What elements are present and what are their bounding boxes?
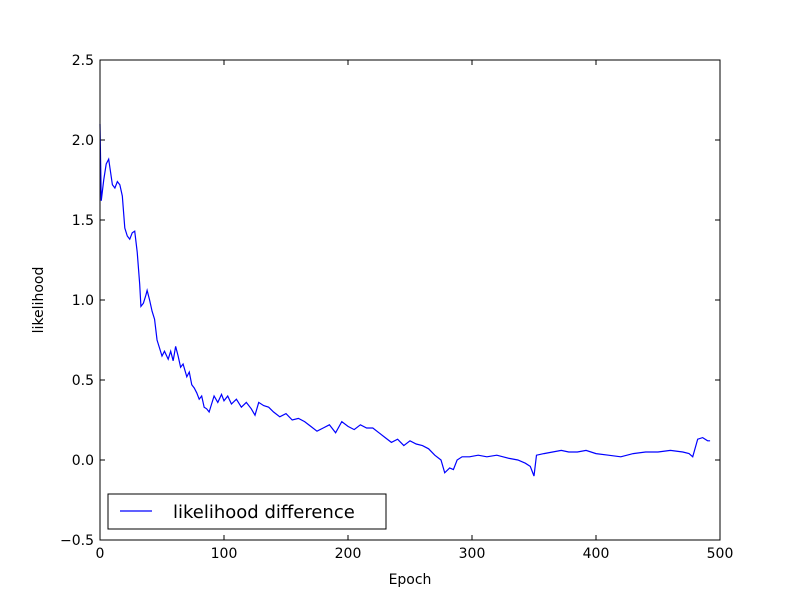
y-tick-label: 0.0 bbox=[72, 453, 94, 469]
y-tick-label: −0.5 bbox=[60, 533, 94, 549]
y-tick-label: 1.5 bbox=[72, 213, 94, 229]
y-tick-label: 0.5 bbox=[72, 373, 94, 389]
y-tick-label: 2.5 bbox=[72, 53, 94, 69]
plot-frame bbox=[99, 59, 721, 541]
legend-label: likelihood difference bbox=[173, 502, 355, 523]
data-line bbox=[99, 123, 711, 477]
x-axis-label: Epoch bbox=[389, 572, 432, 588]
x-tick-label: 500 bbox=[707, 546, 734, 562]
legend-box bbox=[107, 493, 387, 530]
x-tick-label: 200 bbox=[335, 546, 362, 562]
x-tick-label: 400 bbox=[583, 546, 610, 562]
x-tick-label: 300 bbox=[459, 546, 486, 562]
x-tick-label: 100 bbox=[211, 546, 238, 562]
y-axis-label: likelihood bbox=[31, 267, 47, 334]
y-tick-label: 1.0 bbox=[72, 293, 94, 309]
x-tick-label: 0 bbox=[96, 546, 105, 562]
y-tick-label: 2.0 bbox=[72, 133, 94, 149]
